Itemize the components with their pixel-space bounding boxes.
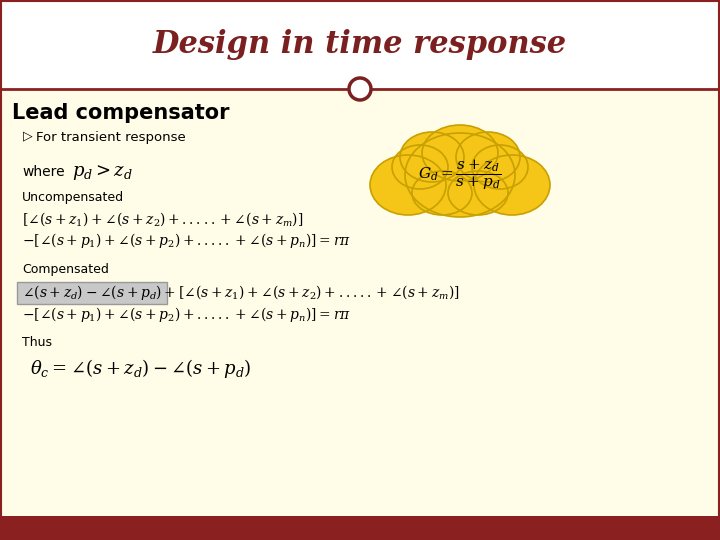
Text: where: where xyxy=(22,165,65,179)
Ellipse shape xyxy=(456,132,520,182)
Ellipse shape xyxy=(422,125,498,181)
Ellipse shape xyxy=(370,155,446,215)
Text: For transient response: For transient response xyxy=(36,131,186,144)
Ellipse shape xyxy=(412,171,472,215)
Text: $-[\angle(s+p_1)+\angle(s+p_2)+.....+\angle(s+p_n)]=r\pi$: $-[\angle(s+p_1)+\angle(s+p_2)+.....+\an… xyxy=(22,306,351,325)
Text: Lead compensator: Lead compensator xyxy=(12,103,230,123)
Ellipse shape xyxy=(472,145,528,189)
Text: $G_d = \dfrac{s+z_d}{s+p_d}$: $G_d = \dfrac{s+z_d}{s+p_d}$ xyxy=(418,158,502,192)
Ellipse shape xyxy=(405,133,515,217)
FancyBboxPatch shape xyxy=(0,516,720,540)
Text: $-[\angle(s+p_1)+\angle(s+p_2)+.....+\angle(s+p_n)]=r\pi$: $-[\angle(s+p_1)+\angle(s+p_2)+.....+\an… xyxy=(22,232,351,251)
Text: Compensated: Compensated xyxy=(22,262,109,275)
Text: $\angle(s+z_d)-\angle(s+p_d)+[\angle(s+z_1)+\angle(s+z_2)+.....+\angle(s+z_m)]$: $\angle(s+z_d)-\angle(s+p_d)+[\angle(s+z… xyxy=(22,284,459,302)
Ellipse shape xyxy=(448,171,508,215)
Text: Design in time response: Design in time response xyxy=(153,29,567,60)
Ellipse shape xyxy=(400,132,464,182)
Text: Uncompensated: Uncompensated xyxy=(22,191,124,204)
FancyBboxPatch shape xyxy=(0,0,720,89)
Text: $\triangleright$: $\triangleright$ xyxy=(22,130,34,144)
Ellipse shape xyxy=(474,155,550,215)
Ellipse shape xyxy=(392,145,448,189)
Text: $\theta_c = \angle(s+z_d) - \angle(s+p_d)$: $\theta_c = \angle(s+z_d) - \angle(s+p_d… xyxy=(30,357,251,381)
Text: $p_d > z_d$: $p_d > z_d$ xyxy=(72,163,133,181)
Circle shape xyxy=(349,78,371,100)
FancyBboxPatch shape xyxy=(17,282,167,304)
FancyBboxPatch shape xyxy=(0,89,720,516)
Text: Thus: Thus xyxy=(22,336,52,349)
Text: $[\angle(s+z_1)+\angle(s+z_2)+.....+\angle(s+z_m)]$: $[\angle(s+z_1)+\angle(s+z_2)+.....+\ang… xyxy=(22,210,304,228)
